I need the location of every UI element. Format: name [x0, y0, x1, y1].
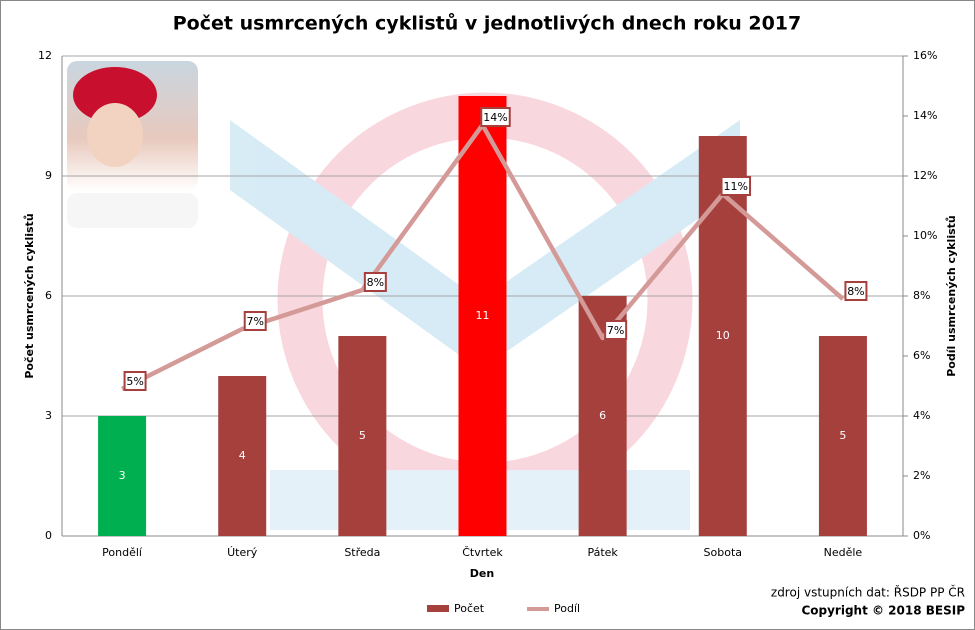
y2-tick-label: 4%	[913, 409, 930, 422]
y-axis-label: Počet usmrcených cyklistů	[23, 213, 36, 378]
bar	[98, 416, 147, 536]
chart-title: Počet usmrcených cyklistů v jednotlivých…	[173, 12, 802, 35]
bar	[458, 96, 507, 536]
value-label: 11%	[724, 180, 748, 193]
value-label-box	[123, 371, 147, 391]
value-label: 5%	[126, 375, 143, 388]
y2-tick-label: 10%	[913, 229, 937, 242]
value-label: 14%	[483, 111, 507, 124]
y2-axis-label: Podíl usmrcených cyklistů	[945, 215, 958, 376]
x-tick-label: Pondělí	[102, 546, 143, 559]
value-label-box	[604, 320, 628, 340]
x-tick-label: Úterý	[227, 546, 258, 559]
legend-label: Podíl	[554, 602, 580, 615]
bar	[818, 336, 867, 536]
legend-label: Počet	[454, 602, 485, 615]
y-tick-label: 12	[38, 49, 52, 62]
x-tick-label: Středa	[344, 546, 380, 559]
x-axis-label: Den	[470, 567, 494, 580]
bar	[218, 376, 267, 536]
legend-swatch	[427, 605, 449, 612]
bar-label: 10	[716, 329, 730, 342]
value-label-box	[844, 281, 868, 301]
y-tick-label: 9	[45, 169, 52, 182]
y-tick-label: 3	[45, 409, 52, 422]
bar-label: 11	[476, 309, 490, 322]
bar	[698, 136, 747, 536]
y2-tick-label: 14%	[913, 109, 937, 122]
value-label-box	[720, 176, 752, 196]
value-label: 7%	[607, 324, 624, 337]
bar-label: 5	[839, 429, 846, 442]
bar-label: 5	[359, 429, 366, 442]
value-label-box	[480, 107, 511, 127]
y2-tick-label: 0%	[913, 529, 930, 542]
value-label: 7%	[246, 315, 263, 328]
source: zdroj vstupních dat: ŘSDP PP ČR	[771, 585, 965, 600]
y2-tick-label: 6%	[913, 349, 930, 362]
x-tick-label: Pátek	[587, 546, 618, 559]
y-tick-label: 6	[45, 289, 52, 302]
copyright: Copyright © 2018 BESIP	[801, 604, 965, 618]
x-tick-label: Čtvrtek	[462, 546, 503, 559]
bar-label: 3	[119, 469, 126, 482]
y2-tick-label: 12%	[913, 169, 937, 182]
y2-tick-label: 2%	[913, 469, 930, 482]
x-tick-label: Neděle	[824, 546, 863, 559]
value-label-box	[243, 311, 267, 331]
photo	[67, 61, 198, 228]
value-label-box	[363, 272, 387, 292]
value-label: 8%	[847, 285, 864, 298]
bar	[338, 336, 387, 536]
value-label: 8%	[367, 276, 384, 289]
bar-label: 6	[599, 409, 606, 422]
y2-tick-label: 16%	[913, 49, 937, 62]
y-tick-label: 0	[45, 529, 52, 542]
y2-tick-label: 8%	[913, 289, 930, 302]
x-tick-label: Sobota	[704, 546, 742, 559]
bar-label: 4	[239, 449, 246, 462]
